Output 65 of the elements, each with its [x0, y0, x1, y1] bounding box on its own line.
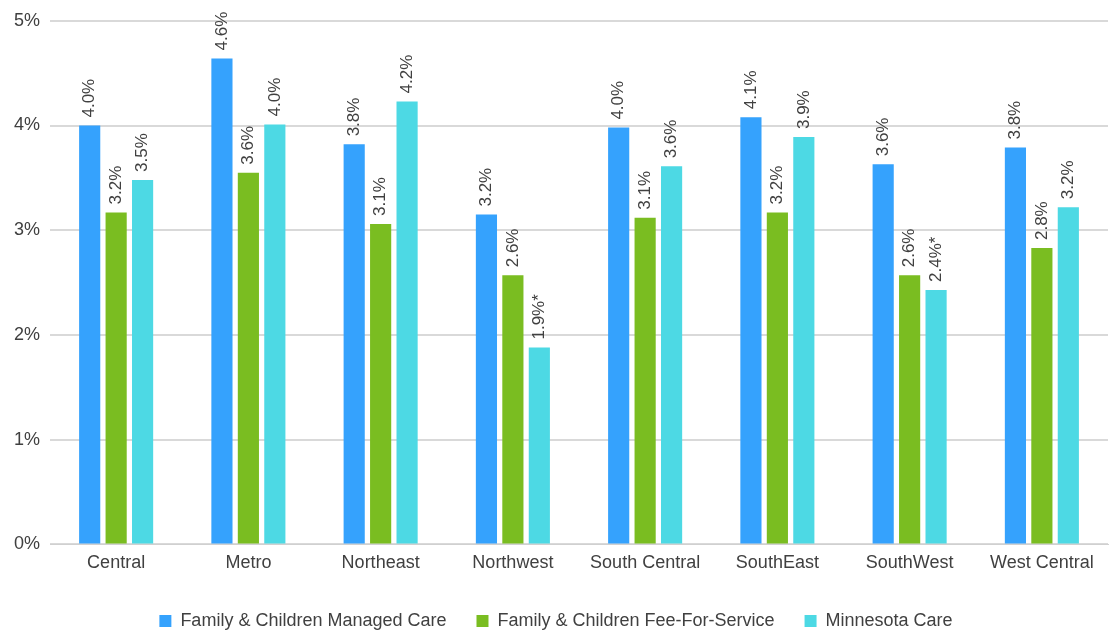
- data-label: 3.1%: [370, 177, 390, 216]
- data-label: 3.6%: [661, 119, 681, 159]
- bar: [766, 212, 788, 544]
- data-label: 2.6%: [899, 228, 919, 268]
- bar: [661, 166, 683, 544]
- x-tick-label: SouthEast: [735, 552, 819, 573]
- y-tick-label: 0%: [14, 533, 41, 554]
- bar: [132, 179, 154, 544]
- data-label: 2.6%: [502, 228, 522, 268]
- data-label: 3.9%: [793, 90, 813, 130]
- data-label: 3.8%: [343, 97, 363, 137]
- bar: [899, 275, 921, 544]
- bar: [105, 212, 127, 544]
- x-tick-label: Metro: [225, 552, 272, 573]
- data-label: 4.2%: [396, 54, 416, 94]
- bar: [343, 144, 365, 544]
- legend-label: Minnesota Care: [825, 609, 953, 630]
- bar: [1057, 207, 1079, 544]
- bar: [502, 275, 524, 544]
- data-label: 2.8%: [1031, 201, 1051, 241]
- bar: [237, 172, 259, 544]
- x-tick-label: West Central: [990, 552, 1094, 573]
- data-label: 3.6%: [872, 117, 892, 157]
- data-label: 3.2%: [105, 165, 125, 205]
- data-label: 4.6%: [211, 11, 231, 51]
- x-tick-label: Northeast: [341, 552, 420, 573]
- x-tick-label: SouthWest: [865, 552, 954, 573]
- data-label: 4.0%: [608, 80, 628, 120]
- bar: [1031, 248, 1053, 544]
- data-label: 3.8%: [1005, 100, 1025, 140]
- data-label: 3.2%: [767, 165, 787, 205]
- x-tick-label: South Central: [590, 552, 701, 573]
- bar: [872, 164, 894, 544]
- y-tick-label: 1%: [14, 428, 41, 449]
- x-tick-label: Central: [87, 552, 146, 573]
- bar: [264, 124, 286, 544]
- y-tick-label: 4%: [14, 114, 41, 135]
- y-tick-label: 2%: [14, 323, 41, 344]
- bar: [370, 223, 392, 544]
- data-label: 1.9%*: [529, 293, 549, 340]
- bar: [475, 214, 498, 544]
- data-label: 3.6%: [238, 125, 258, 165]
- bar: [925, 289, 947, 544]
- data-label: 4.0%: [79, 78, 99, 118]
- bar: [740, 117, 762, 544]
- y-tick-label: 3%: [14, 219, 41, 240]
- data-label: 2.4%*: [925, 236, 945, 282]
- bar: [608, 127, 630, 544]
- data-label: 3.2%: [476, 167, 496, 207]
- data-label: 3.2%: [1058, 160, 1078, 200]
- legend-label: Family & Children Managed Care: [180, 609, 447, 630]
- data-label: 4.1%: [740, 70, 760, 110]
- bar: [528, 347, 550, 544]
- x-tick-label: Northwest: [472, 552, 554, 573]
- data-label: 4.0%: [264, 77, 284, 117]
- y-tick-label: 5%: [14, 9, 41, 30]
- data-label: 3.1%: [634, 170, 654, 210]
- bar: [634, 217, 656, 544]
- bar: [396, 101, 418, 544]
- bar: [79, 125, 101, 544]
- bar: [211, 58, 233, 544]
- bar: [1004, 147, 1027, 544]
- data-label: 3.5%: [132, 133, 152, 172]
- bar: [793, 137, 815, 544]
- legend-label: Family & Children Fee-For-Service: [497, 609, 775, 630]
